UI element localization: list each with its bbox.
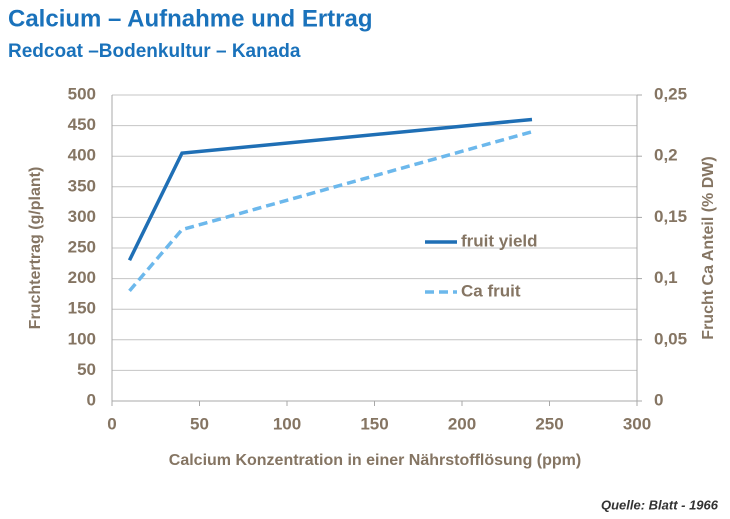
y-axis-title: Fruchtertrag (g/plant) (27, 167, 44, 330)
y-tick-label: 450 (68, 115, 96, 134)
chart-title: Calcium – Aufnahme und Ertrag (8, 5, 373, 32)
x-axis-title: Calcium Konzentration in einer Nährstoff… (169, 452, 581, 469)
x-tick-label: 100 (273, 414, 301, 433)
y-tick-label: 300 (68, 207, 96, 226)
x-tick-label: 250 (535, 414, 563, 433)
y-tick-label: 0 (87, 390, 96, 409)
y2-axis-title: Frucht Ca Anteil (% DW) (700, 156, 717, 339)
y2-tick-label: 0 (654, 390, 663, 409)
y-tick-label: 400 (68, 146, 96, 165)
x-tick-label: 0 (107, 414, 116, 433)
x-tick-label: 150 (360, 414, 388, 433)
legend-label: fruit yield (461, 231, 538, 250)
data-line (127, 117, 533, 262)
y-tick-label: 500 (68, 84, 96, 103)
y-tick-label: 50 (77, 360, 96, 379)
data-line (128, 130, 533, 292)
y-tick-label: 250 (68, 237, 96, 256)
y-tick-label: 350 (68, 176, 96, 195)
source-note: Quelle: Blatt - 1966 (601, 497, 719, 512)
x-tick-label: 200 (448, 414, 476, 433)
y2-tick-label: 0,25 (654, 84, 687, 103)
x-tick-label: 300 (623, 414, 651, 433)
legend-label: Ca fruit (461, 281, 521, 300)
y-tick-label: 100 (68, 329, 96, 348)
y-tick-label: 200 (68, 268, 96, 287)
y2-tick-label: 0,2 (654, 146, 678, 165)
y-tick-label: 150 (68, 299, 96, 318)
chart-subtitle: Redcoat –Bodenkultur – Kanada (8, 41, 301, 62)
y2-tick-label: 0,1 (654, 268, 678, 287)
y2-tick-label: 0,05 (654, 329, 687, 348)
x-tick-label: 50 (190, 414, 209, 433)
y2-tick-label: 0,15 (654, 207, 687, 226)
